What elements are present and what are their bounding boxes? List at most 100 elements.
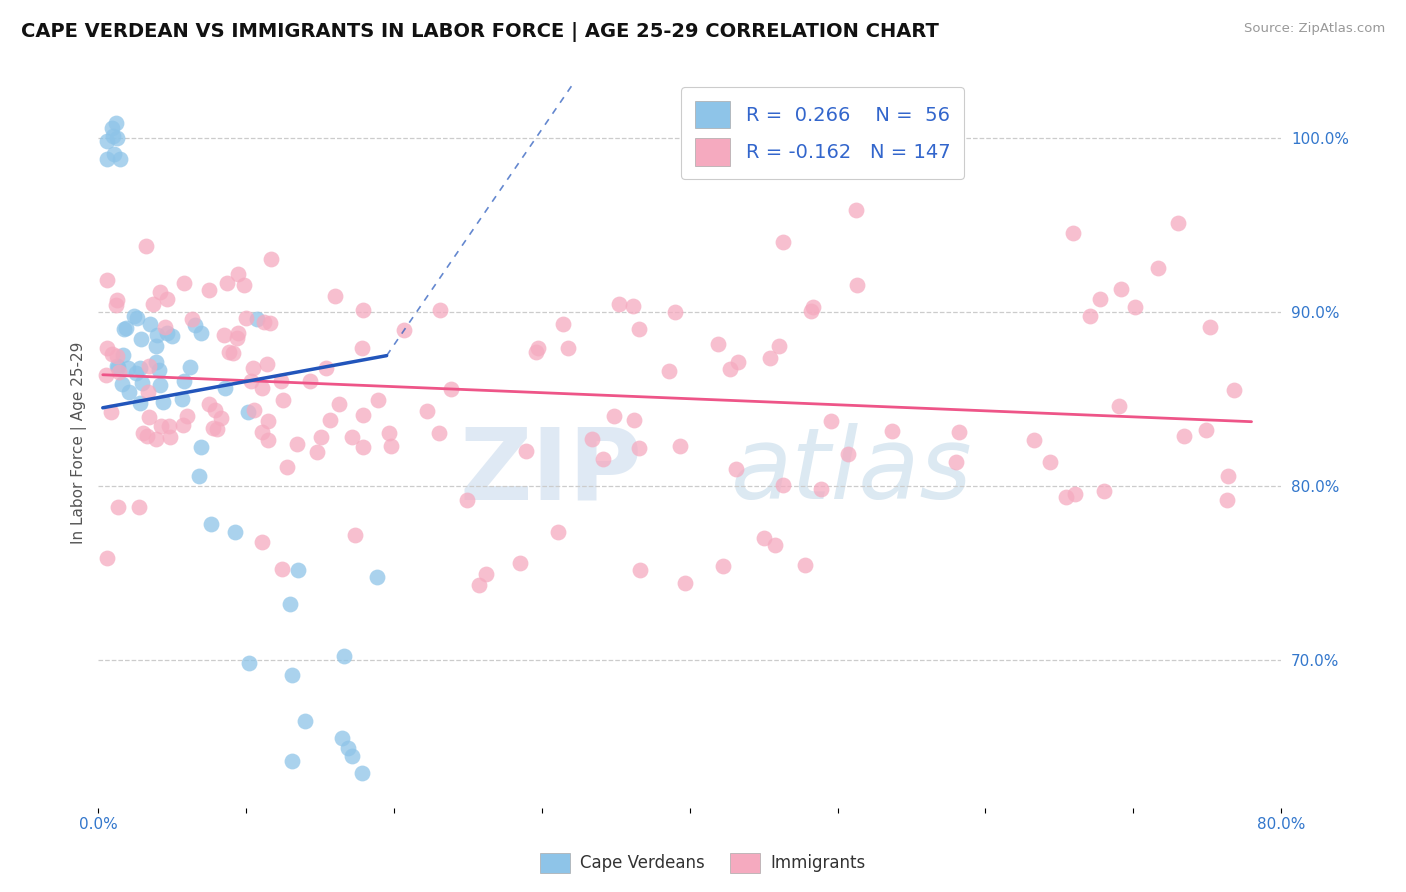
Point — [628, 322, 651, 336]
Point — [366, 570, 388, 584]
Point — [281, 668, 304, 682]
Point — [810, 482, 832, 496]
Point — [1195, 423, 1218, 437]
Point — [1198, 319, 1220, 334]
Point — [112, 348, 135, 362]
Point — [105, 293, 128, 307]
Point — [243, 403, 266, 417]
Point — [108, 152, 131, 166]
Point — [162, 328, 184, 343]
Point — [153, 320, 176, 334]
Point — [100, 347, 122, 361]
Point — [1054, 490, 1077, 504]
Point — [204, 403, 226, 417]
Point — [429, 302, 451, 317]
Point — [197, 397, 219, 411]
Point — [96, 134, 118, 148]
Point — [253, 315, 276, 329]
Point — [344, 528, 367, 542]
Point — [181, 312, 204, 326]
Point — [754, 531, 776, 545]
Point — [188, 468, 211, 483]
Point — [136, 429, 159, 443]
Legend: Cape Verdeans, Immigrants: Cape Verdeans, Immigrants — [534, 847, 872, 880]
Point — [209, 411, 232, 425]
Point — [127, 310, 149, 325]
Point — [190, 440, 212, 454]
Point — [238, 405, 260, 419]
Point — [772, 478, 794, 492]
Point — [129, 332, 152, 346]
Point — [416, 403, 439, 417]
Point — [673, 575, 696, 590]
Point — [111, 377, 134, 392]
Point — [139, 317, 162, 331]
Point — [713, 558, 735, 573]
Point — [157, 419, 180, 434]
Point — [245, 311, 267, 326]
Point — [145, 339, 167, 353]
Text: atlas: atlas — [731, 424, 973, 520]
Point — [96, 341, 118, 355]
Point — [801, 300, 824, 314]
Point — [763, 538, 786, 552]
Point — [1109, 282, 1132, 296]
Point — [707, 337, 730, 351]
Point — [96, 550, 118, 565]
Point — [105, 116, 128, 130]
Point — [664, 305, 686, 319]
Point — [509, 556, 531, 570]
Point — [135, 239, 157, 253]
Point — [1218, 468, 1240, 483]
Point — [287, 564, 309, 578]
Point — [845, 203, 868, 218]
Point — [515, 444, 537, 458]
Point — [104, 298, 127, 312]
Point — [105, 131, 128, 145]
Point — [129, 361, 152, 376]
Point — [547, 524, 569, 539]
Point — [260, 252, 283, 266]
Point — [772, 235, 794, 250]
Point — [1088, 292, 1111, 306]
Point — [820, 414, 842, 428]
Point — [1064, 486, 1087, 500]
Text: CAPE VERDEAN VS IMMIGRANTS IN LABOR FORCE | AGE 25-29 CORRELATION CHART: CAPE VERDEAN VS IMMIGRANTS IN LABOR FORC… — [21, 22, 939, 42]
Point — [352, 441, 374, 455]
Point — [725, 462, 748, 476]
Point — [759, 351, 782, 365]
Point — [240, 374, 263, 388]
Point — [250, 381, 273, 395]
Point — [768, 339, 790, 353]
Point — [101, 121, 124, 136]
Point — [105, 359, 128, 373]
Point — [305, 445, 328, 459]
Point — [621, 299, 644, 313]
Point — [392, 323, 415, 337]
Point — [1039, 455, 1062, 469]
Point — [105, 349, 128, 363]
Point — [159, 430, 181, 444]
Point — [226, 267, 249, 281]
Point — [294, 714, 316, 728]
Point — [146, 328, 169, 343]
Point — [845, 277, 868, 292]
Point — [238, 656, 260, 670]
Point — [128, 500, 150, 514]
Point — [107, 360, 129, 375]
Point — [340, 430, 363, 444]
Point — [257, 414, 280, 428]
Point — [315, 360, 337, 375]
Point — [112, 321, 135, 335]
Point — [427, 426, 450, 441]
Point — [467, 577, 489, 591]
Point — [200, 517, 222, 532]
Point — [551, 318, 574, 332]
Point — [250, 535, 273, 549]
Point — [226, 326, 249, 340]
Point — [727, 355, 749, 369]
Point — [607, 297, 630, 311]
Point — [198, 283, 221, 297]
Point — [945, 455, 967, 469]
Point — [352, 303, 374, 318]
